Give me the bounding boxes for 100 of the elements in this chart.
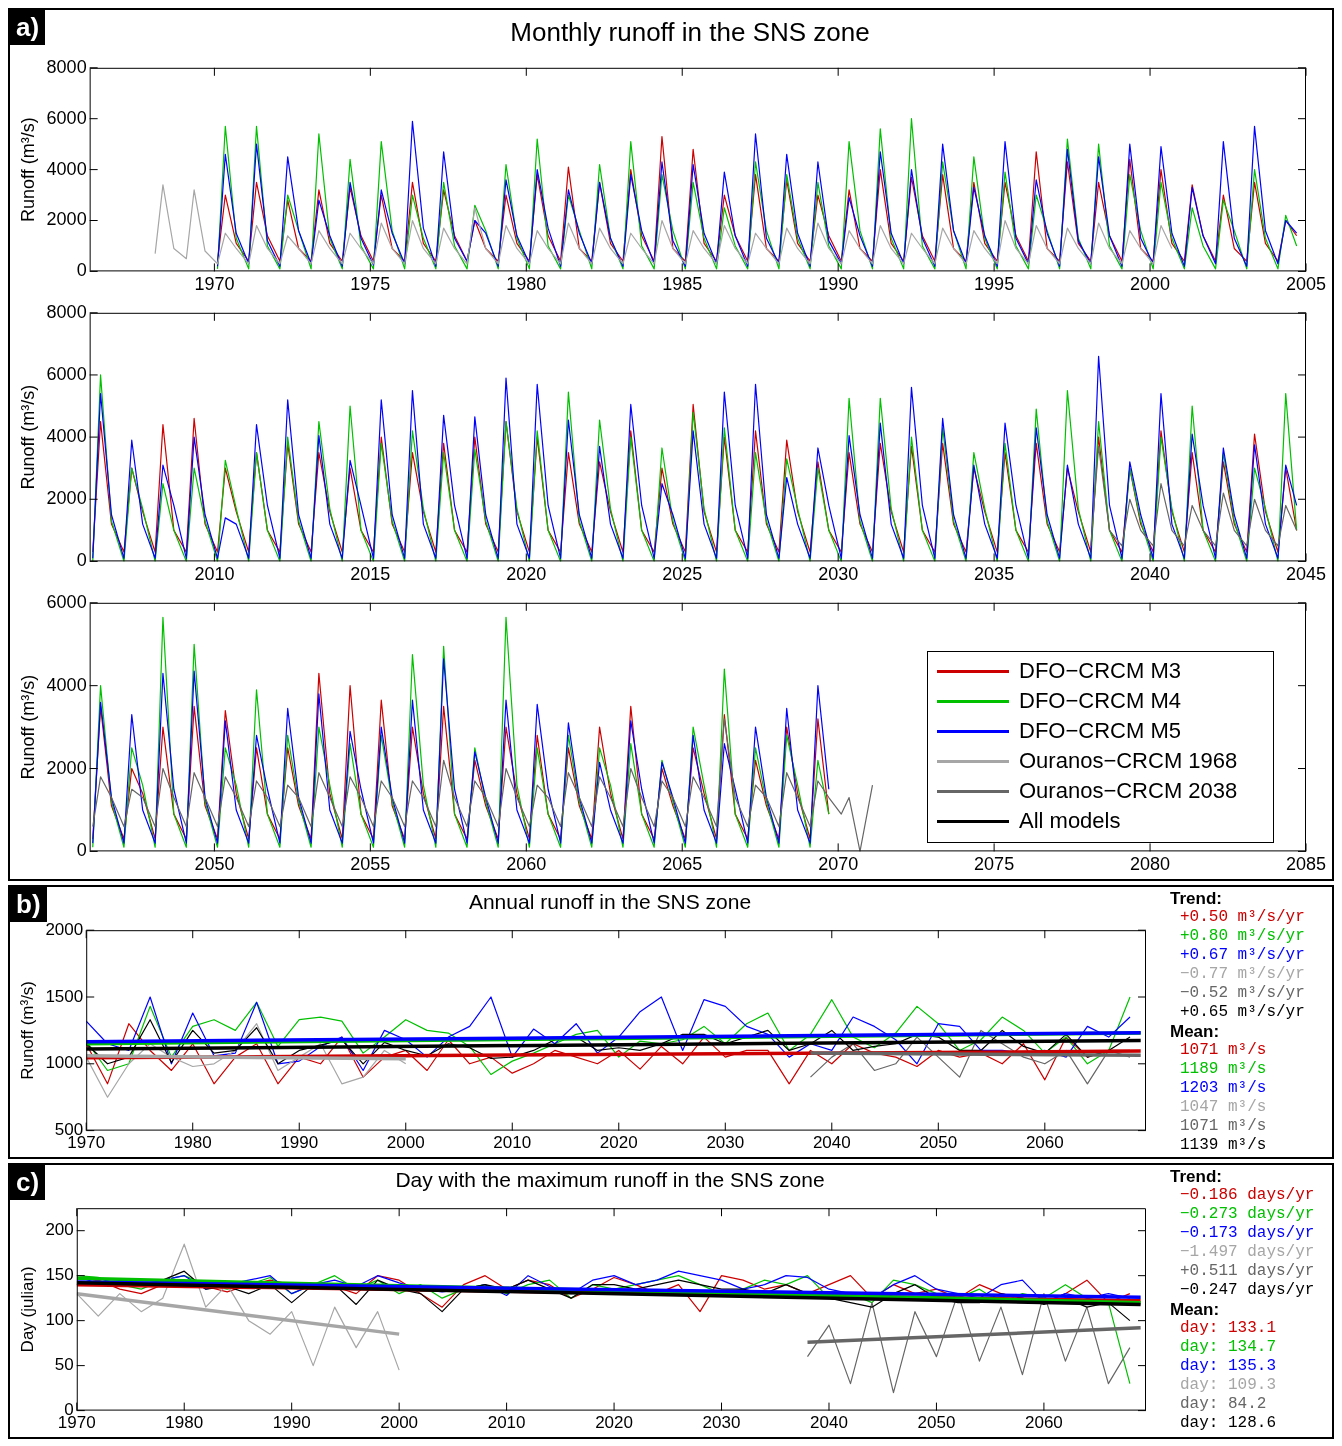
text: 1139 m³/s (1179, 1136, 1268, 1155)
y-tick-label: 4000 (46, 674, 87, 695)
x-tick-label: 2075 (974, 854, 1015, 875)
y-tick-label: 2000 (46, 488, 87, 509)
x-tick-label: 2030 (706, 1133, 745, 1153)
x-tick-label: 2065 (662, 854, 703, 875)
y-tick-label: 0 (76, 840, 87, 861)
y-tick-label: 1500 (45, 986, 84, 1006)
y-tick-label: 1000 (45, 1053, 84, 1073)
x-tick-label: 2010 (487, 1413, 526, 1433)
x-tick-label: 2040 (1130, 564, 1171, 585)
legend-label: Ouranos−CRCM 1968 (1019, 748, 1238, 774)
y-tick-label: 0 (76, 550, 87, 571)
legend-label: DFO−CRCM M5 (1019, 718, 1181, 744)
y-tick-label: 50 (54, 1355, 74, 1375)
x-tick-label: 2020 (599, 1133, 638, 1153)
text: −0.273 days/yr (1179, 1205, 1316, 1224)
x-tick-label: 2060 (506, 854, 547, 875)
x-tick-label: 2020 (506, 564, 547, 585)
chart-title: Monthly runoff in the SNS zone (510, 17, 870, 47)
x-tick-label: 2040 (810, 1413, 848, 1433)
x-tick-label: 2000 (386, 1133, 425, 1153)
text: day: 133.1 (1179, 1319, 1277, 1338)
text: Trend: (1170, 1167, 1223, 1186)
y-tick-label: 2000 (46, 209, 87, 230)
text: day: 135.3 (1179, 1357, 1277, 1376)
x-tick-label: 2045 (1285, 564, 1327, 585)
text: −0.247 days/yr (1179, 1281, 1316, 1300)
x-tick-label: 2015 (350, 564, 391, 585)
text: day: 134.7 (1179, 1338, 1277, 1357)
x-tick-label: 2085 (1285, 854, 1327, 875)
text: +0.67 m³/s/yr (1179, 946, 1306, 965)
y-tick-label: 6000 (46, 107, 87, 128)
x-tick-label: 2010 (493, 1133, 532, 1153)
text: 1071 m³/s (1179, 1041, 1268, 1060)
y-axis-title: Runoff (m³/s) (17, 384, 38, 490)
x-tick-label: 2020 (595, 1413, 633, 1433)
text: Trend: (1170, 889, 1223, 908)
y-tick-label: 6000 (46, 591, 87, 612)
x-tick-label: 2070 (818, 854, 859, 875)
y-tick-label: 4000 (46, 426, 87, 447)
x-tick-label: 1985 (662, 274, 703, 295)
y-axis-title: Runoff (m³/s) (17, 674, 38, 780)
x-tick-label: 1980 (506, 274, 547, 295)
text: 1189 m³/s (1179, 1060, 1268, 1079)
x-tick-label: 2080 (1130, 854, 1171, 875)
x-tick-label: 2025 (662, 564, 703, 585)
y-tick-label: 8000 (46, 301, 87, 322)
x-tick-label: 2000 (1130, 274, 1171, 295)
y-tick-label: 4000 (46, 158, 87, 179)
text: day: 128.6 (1179, 1414, 1277, 1433)
x-tick-label: 1995 (974, 274, 1015, 295)
x-tick-label: 2010 (194, 564, 235, 585)
chart-title: Annual runoff in the SNS zone (468, 890, 752, 913)
text: +0.80 m³/s/yr (1179, 927, 1306, 946)
x-tick-label: 2055 (350, 854, 391, 875)
y-tick-label: 6000 (46, 363, 87, 384)
y-tick-label: 0 (76, 260, 87, 281)
x-tick-label: 2060 (1025, 1133, 1064, 1153)
x-tick-label: 1975 (350, 274, 391, 295)
x-tick-label: 2005 (1285, 274, 1327, 295)
text: b) (10, 887, 47, 922)
x-tick-label: 2035 (974, 564, 1015, 585)
y-axis-title: Runoff (m³/s) (17, 117, 38, 222)
legend-label: DFO−CRCM M4 (1019, 688, 1181, 714)
x-tick-label: 2050 (194, 854, 235, 875)
x-tick-label: 1990 (272, 1413, 311, 1433)
x-tick-label: 2000 (380, 1413, 419, 1433)
y-tick-label: 200 (45, 1220, 74, 1240)
x-tick-label: 2030 (702, 1413, 741, 1433)
x-tick-label: 2060 (1025, 1413, 1063, 1433)
y-tick-label: 2000 (46, 757, 87, 778)
text: −0.173 days/yr (1179, 1224, 1316, 1243)
x-tick-label: 2050 (917, 1413, 956, 1433)
x-tick-label: 2040 (812, 1133, 851, 1153)
text: 1203 m³/s (1179, 1079, 1268, 1098)
x-tick-label: 2030 (818, 564, 859, 585)
text: 1071 m³/s (1179, 1117, 1268, 1136)
text: Mean: (1170, 1300, 1221, 1319)
text: +0.511 days/yr (1179, 1262, 1316, 1281)
text: day: 109.3 (1179, 1376, 1277, 1395)
text: Mean: (1170, 1022, 1221, 1041)
y-tick-label: 2000 (45, 919, 84, 939)
text: 1047 m³/s (1179, 1098, 1268, 1117)
legend-label: Ouranos−CRCM 2038 (1019, 778, 1238, 804)
y-axis-title: Day (julian) (17, 1266, 37, 1353)
text: day: 84.2 (1179, 1395, 1268, 1414)
text: −0.52 m³/s/yr (1179, 984, 1306, 1003)
x-tick-label: 1990 (818, 274, 859, 295)
text: +0.65 m³/s/yr (1179, 1003, 1306, 1022)
text: c) (10, 1165, 46, 1200)
y-tick-label: 100 (45, 1310, 74, 1330)
text: −0.186 days/yr (1179, 1186, 1316, 1205)
x-tick-label: 1980 (165, 1413, 204, 1433)
x-tick-label: 1990 (280, 1133, 319, 1153)
x-tick-label: 1970 (194, 274, 235, 295)
text: −0.77 m³/s/yr (1179, 965, 1306, 984)
text: a) (10, 10, 46, 45)
text: −1.497 days/yr (1179, 1243, 1316, 1262)
legend-label: DFO−CRCM M3 (1019, 658, 1181, 684)
